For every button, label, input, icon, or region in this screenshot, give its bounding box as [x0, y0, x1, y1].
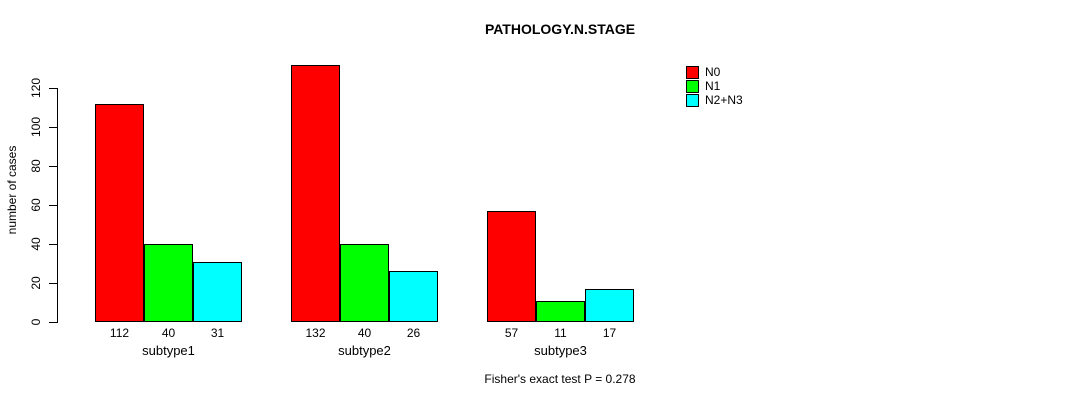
bar-value-label: 11	[554, 326, 567, 340]
stat-test-annotation: Fisher's exact test P = 0.278	[484, 372, 636, 386]
bar-value-label: 132	[305, 326, 326, 340]
legend-row-N1: N1	[686, 79, 743, 93]
bar-subtype2-N1	[340, 244, 389, 322]
y-tick-label: 60	[29, 198, 43, 212]
legend-swatch-icon	[686, 79, 699, 93]
legend-row-N2+N3: N2+N3	[686, 93, 743, 107]
bar-subtype1-N2+N3	[193, 261, 242, 322]
y-tick-mark	[49, 88, 57, 89]
y-axis-label: number of cases	[5, 145, 19, 235]
bar-subtype2-N2+N3	[389, 271, 438, 322]
y-tick-mark	[49, 322, 57, 323]
y-tick-mark	[49, 205, 57, 206]
bar-subtype1-N0	[95, 103, 144, 322]
legend-swatch-icon	[686, 93, 699, 107]
category-label-subtype2: subtype2	[338, 343, 391, 358]
legend-swatch-icon	[686, 65, 699, 79]
bar-subtype3-N1	[536, 300, 585, 322]
y-tick-label: 100	[29, 116, 43, 138]
y-tick-mark	[49, 283, 57, 284]
bar-value-label: 31	[210, 326, 225, 340]
bar-value-label: 26	[406, 326, 421, 340]
bar-subtype1-N1	[144, 244, 193, 322]
bar-subtype3-N0	[487, 210, 536, 322]
y-tick-mark	[49, 244, 57, 245]
y-tick-label: 120	[29, 77, 43, 99]
y-tick-label: 40	[29, 237, 43, 251]
bar-value-label: 40	[357, 326, 372, 340]
y-tick-label: 0	[29, 318, 43, 326]
y-axis-line	[57, 88, 58, 323]
bar-value-label: 17	[602, 326, 617, 340]
bar-value-label: 40	[161, 326, 176, 340]
y-tick-label: 20	[29, 276, 43, 290]
bar-value-label: 57	[504, 326, 519, 340]
bar-value-label: 112	[109, 326, 130, 340]
legend-label: N1	[705, 79, 721, 93]
category-label-subtype3: subtype3	[534, 343, 587, 358]
legend: N0 N1 N2+N3	[686, 65, 743, 107]
legend-label: N0	[705, 65, 721, 79]
bar-subtype3-N2+N3	[585, 288, 634, 322]
legend-label: N2+N3	[705, 93, 743, 107]
chart-title: PATHOLOGY.N.STAGE	[484, 21, 636, 37]
y-tick-mark	[49, 166, 57, 167]
category-label-subtype1: subtype1	[142, 343, 195, 358]
y-tick-label: 80	[29, 159, 43, 173]
bar-subtype2-N0	[291, 64, 340, 322]
legend-row-N0: N0	[686, 65, 743, 79]
y-tick-mark	[49, 127, 57, 128]
